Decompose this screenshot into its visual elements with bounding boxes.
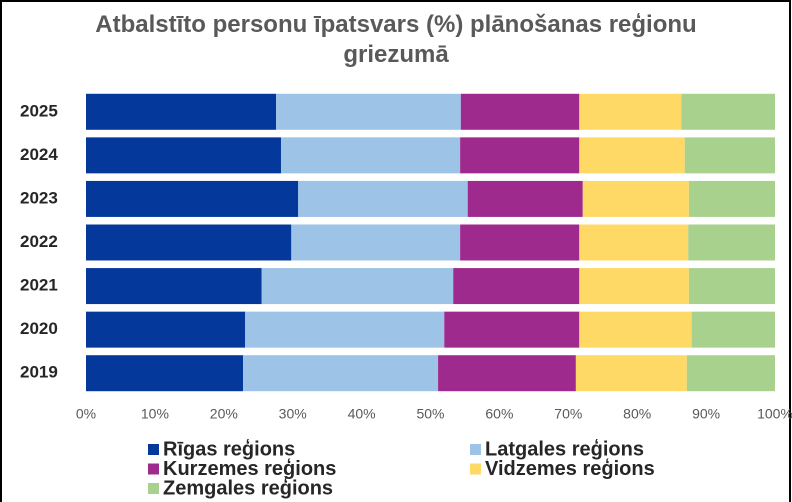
bar-segment (86, 268, 262, 305)
bar-segment (261, 268, 454, 305)
bar-segment (245, 311, 445, 348)
bar-segment (681, 93, 775, 130)
y-tick-label: 2023 (20, 188, 58, 207)
legend-swatch (470, 463, 481, 475)
bar-segment (438, 355, 576, 392)
bar-segment (575, 355, 687, 392)
y-tick-label: 2024 (20, 145, 58, 164)
y-tick-label: 2022 (20, 232, 58, 251)
bar-segment (579, 311, 692, 348)
bar-segment (579, 137, 685, 174)
y-tick-label: 2025 (20, 101, 58, 120)
bar-segment (460, 93, 580, 130)
bar-segment (86, 137, 281, 174)
bar-segment (276, 93, 461, 130)
bar-segment (86, 93, 277, 130)
bar-segment (579, 224, 689, 261)
bar-segment (291, 224, 461, 261)
bar-segment (453, 268, 580, 305)
legend-swatch (148, 444, 159, 455)
x-tick-label: 100% (757, 406, 792, 422)
x-tick-label: 90% (692, 406, 720, 422)
x-tick-label: 20% (210, 406, 238, 422)
legend-label: Latgales reģions (485, 438, 644, 460)
bar-segment (582, 180, 689, 217)
bar-segment (86, 311, 246, 348)
y-tick-label: 2021 (20, 276, 58, 295)
x-tick-label: 40% (348, 406, 376, 422)
legend-label: Zemgales reģions (163, 477, 333, 499)
bar-segment (467, 180, 583, 217)
bar-segment (298, 180, 468, 217)
x-tick-label: 10% (141, 406, 169, 422)
bar-segment (686, 355, 775, 392)
x-tick-label: 30% (279, 406, 307, 422)
bar-segment (691, 311, 775, 348)
x-tick-label: 80% (623, 406, 651, 422)
bar-segment (684, 137, 775, 174)
legend-swatch (148, 463, 159, 475)
bar-segment (688, 224, 775, 261)
bar-segment (280, 137, 461, 174)
legend-swatch (148, 483, 159, 494)
x-tick-label: 50% (416, 406, 444, 422)
y-tick-label: 2019 (20, 363, 58, 382)
bar-segment (243, 355, 439, 392)
bar-segment (460, 224, 580, 261)
legend-label: Rīgas reģions (163, 438, 295, 460)
y-tick-label: 2020 (20, 319, 58, 338)
bar-segment (86, 180, 299, 217)
x-tick-label: 0% (76, 406, 96, 422)
bar-segment (460, 137, 580, 174)
legend-swatch (470, 444, 481, 455)
bar-segment (579, 93, 682, 130)
bar-segment (579, 268, 689, 305)
bar-segment (86, 355, 244, 392)
legend-label: Kurzemes reģions (163, 458, 336, 480)
bar-segment (444, 311, 580, 348)
x-tick-label: 60% (485, 406, 513, 422)
chart-title: Atbalstīto personu īpatsvars (%) plānoša… (95, 11, 697, 68)
bar-segment (688, 180, 775, 217)
x-tick-label: 70% (554, 406, 582, 422)
bar-segment (86, 224, 292, 261)
legend-label: Vidzemes reģions (485, 458, 655, 480)
bar-segment (688, 268, 775, 305)
